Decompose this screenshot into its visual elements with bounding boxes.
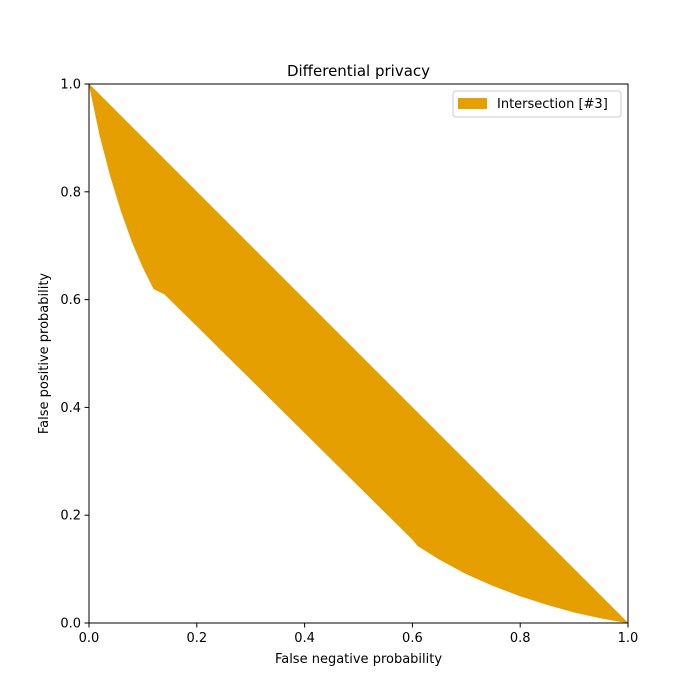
plot-frame	[88, 83, 629, 624]
x-tick-label: 0.2	[186, 631, 207, 646]
x-tick-label: 0.4	[294, 631, 315, 646]
area-layer	[88, 83, 629, 624]
series-area-0	[88, 83, 629, 624]
x-axis: 0.0 0.2 0.4 0.6 0.8 1.0	[79, 623, 639, 646]
y-tick-label: 0.2	[60, 509, 81, 524]
x-tick-label: 1.0	[618, 631, 639, 646]
x-tick-label: 0.0	[79, 631, 100, 646]
legend-box	[452, 90, 622, 118]
legend-swatch	[458, 98, 487, 109]
y-tick-label: 0.6	[60, 293, 81, 308]
y-tick-label: 0.0	[60, 617, 81, 632]
y-axis-title: False positive probability	[37, 273, 52, 435]
chart-title: Differential privacy	[287, 62, 430, 80]
x-tick-label: 0.6	[402, 631, 423, 646]
legend: Intersection [#3]	[452, 90, 622, 118]
y-tick-label: 0.8	[60, 185, 81, 200]
x-axis-title: False negative probability	[275, 652, 442, 667]
y-tick-label: 0.4	[60, 401, 81, 416]
x-tick-label: 0.8	[510, 631, 531, 646]
y-axis: 0.0 0.2 0.4 0.6 0.8 1.0	[60, 78, 89, 632]
legend-label: Intersection [#3]	[497, 97, 608, 112]
y-tick-label: 1.0	[60, 78, 81, 93]
